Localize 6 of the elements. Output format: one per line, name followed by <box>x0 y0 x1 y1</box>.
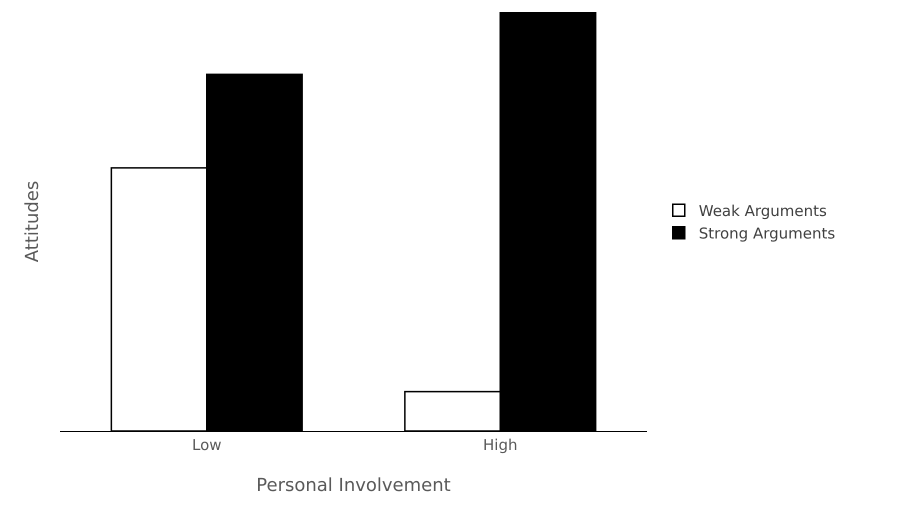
legend-label: Weak Arguments <box>698 202 827 220</box>
x-tick-label: High <box>483 436 518 454</box>
legend-label: Strong Arguments <box>698 224 836 243</box>
x-tick-label: Low <box>192 436 222 454</box>
y-axis-title: Attitudes <box>22 180 44 262</box>
x-axis-title: Personal Involvement <box>256 475 451 496</box>
